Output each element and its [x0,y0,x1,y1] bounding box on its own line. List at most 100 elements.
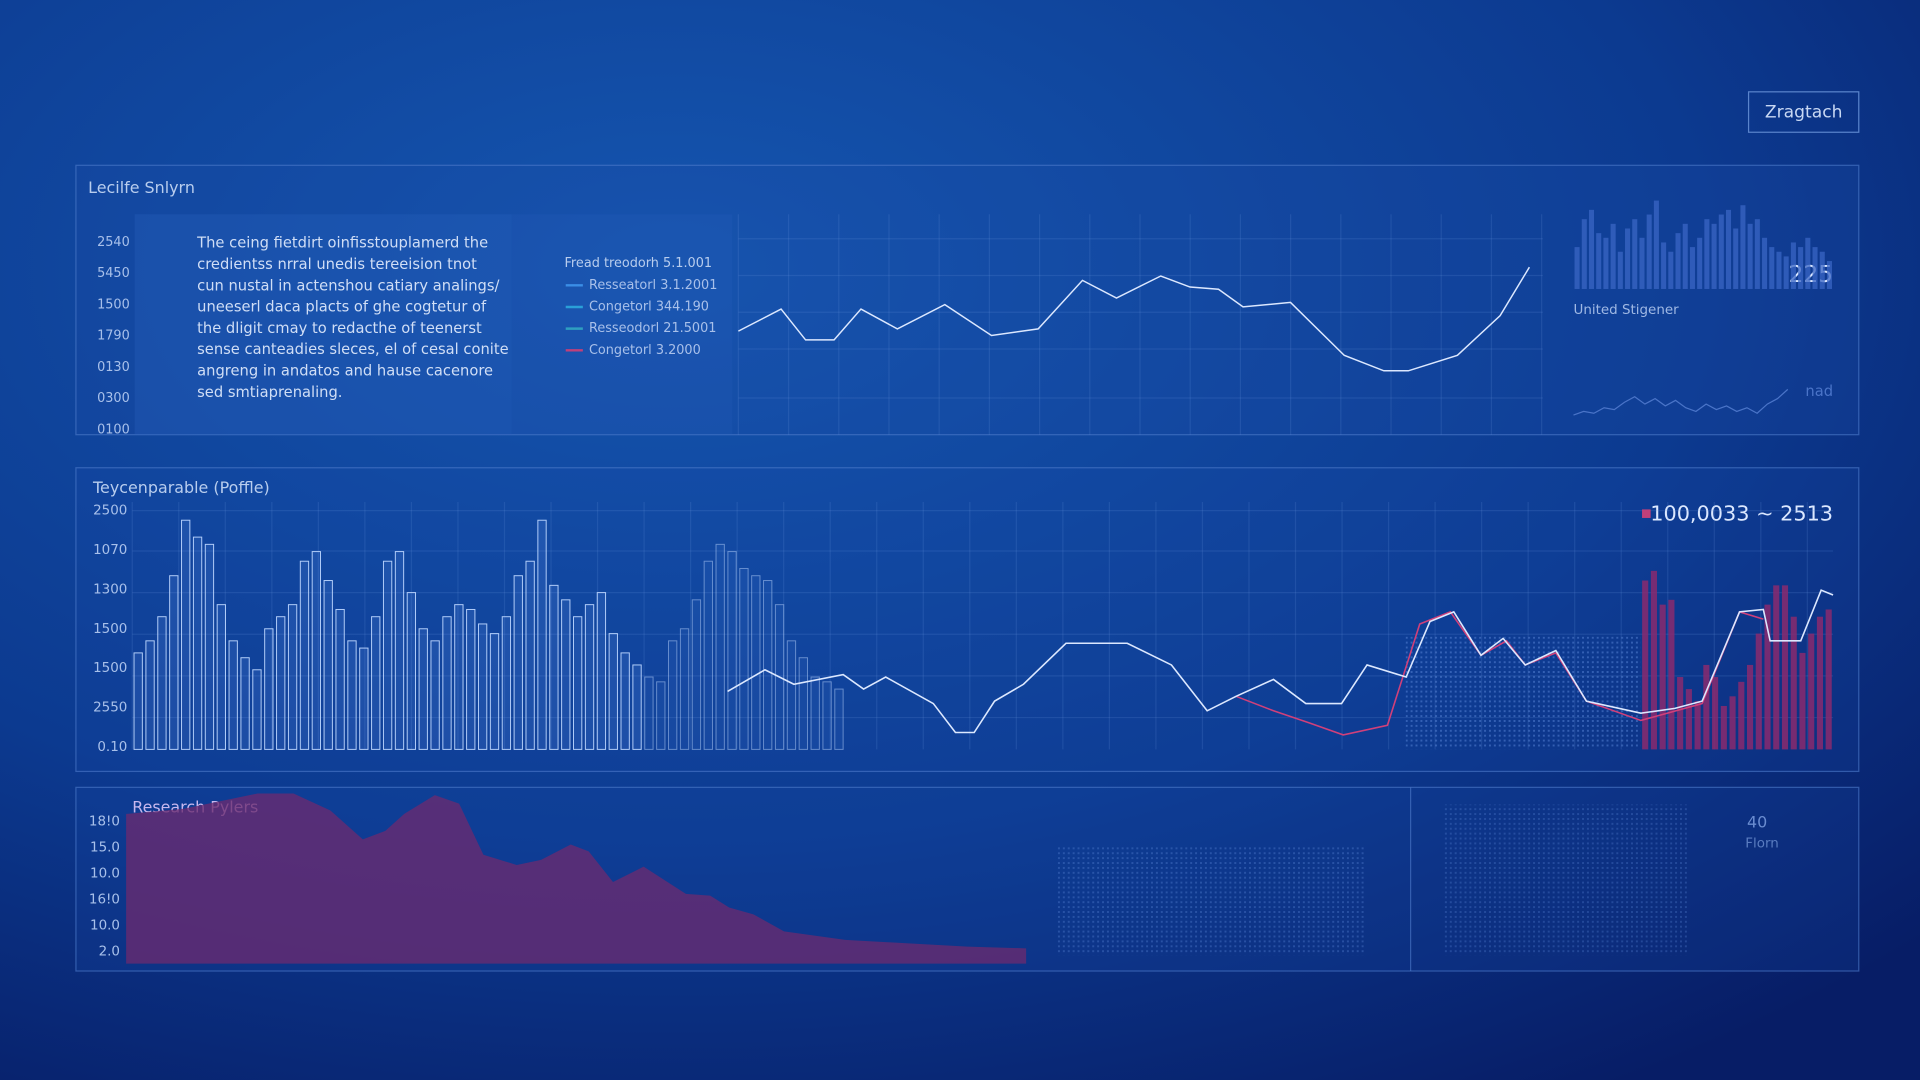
legend-title: Fread treodorh 5.1.001 [564,256,712,271]
bar [311,551,321,750]
stat-value: 40 [1747,812,1767,831]
y-tick-label: 1790 [97,329,130,344]
bar [1712,677,1719,750]
bar [1685,689,1692,750]
button-label[interactable]: Zragtach [1765,103,1843,123]
bar [1747,223,1753,289]
y-tick-label: 10.0 [90,918,120,933]
bar [834,688,844,750]
bar [1790,242,1796,289]
bar [596,592,607,750]
paragraph-line: The ceing fietdirt oinfisstouplamerd the [196,235,488,252]
paragraph-line: credientss nrral unedis tereeision tnot [197,256,477,273]
button-frame[interactable] [1747,91,1860,133]
panel-title: Teycenparable (Poffle) [92,478,270,497]
dot-area [1055,844,1366,956]
bar [1581,219,1587,289]
bar [1659,604,1666,750]
bar [513,575,523,750]
bar [715,543,725,750]
bar [1825,609,1832,750]
y-tick-label: 16!0 [89,893,120,908]
line [1573,388,1789,416]
y-tick-label: 15.0 [90,841,120,856]
y-tick-label: 0130 [97,360,130,375]
bar [347,640,357,750]
bar [727,551,737,750]
bar [549,584,559,750]
bar [382,560,393,750]
paragraph-line: the dligit cmay to redacthe of teenerst [197,320,482,337]
y-tick-label: 1070 [93,543,127,558]
paragraph-line: uneeserl daca placts of ghe cogtetur of [197,299,487,316]
legend-block [511,214,733,435]
bar [1783,256,1789,289]
bar [466,608,476,750]
bar [1755,633,1762,750]
bar [287,604,298,750]
y-tick-label: 2550 [93,701,127,716]
bar [323,580,333,750]
legend-item: Resseodorl 21.5001 [589,321,716,336]
bar [1697,237,1703,289]
bar [204,543,215,750]
y-tick-label: 0100 [97,422,130,437]
bar [1733,228,1739,289]
bar [1689,247,1695,289]
bar [1661,242,1667,289]
legend-item: Congetorl 3.2000 [589,343,701,358]
bar [501,616,512,750]
y-tick-label: 10.0 [90,867,120,882]
bar [561,599,571,750]
bar [228,640,238,750]
bar [359,647,369,750]
bar [1773,585,1780,750]
bar [525,560,535,750]
bar [632,664,642,750]
y-tick-label: 1300 [93,582,127,597]
bar [1738,681,1745,750]
bar [1610,223,1616,289]
paragraph-line: angreng in andatos and hause cacenore [197,363,493,380]
y-tick-label: 2540 [97,235,130,250]
bar [1762,237,1768,289]
bar [1625,228,1631,289]
bar [192,536,203,750]
bar [1642,580,1649,750]
bar [276,616,286,750]
area [126,793,1027,964]
bar [1603,237,1609,289]
bar [371,616,381,750]
bar [1808,633,1815,750]
bar [786,640,797,750]
y-tick-label: 0300 [97,391,130,406]
y-tick-label: 2500 [93,504,127,519]
bar [668,640,678,750]
bar [656,681,666,750]
bar [1776,251,1782,289]
bar [537,519,547,750]
bar [810,676,820,750]
bar [798,657,808,750]
bar [145,640,155,750]
bar [454,604,464,750]
bar [216,604,226,750]
stat-label: United Stigener [1573,303,1679,318]
bar [406,592,417,750]
bar [822,681,832,750]
bar [1805,237,1811,289]
bar [1781,585,1789,750]
y-tick-label: 1500 [93,661,127,676]
paragraph-line: sed smtiaprenaling. [197,384,342,401]
dot-area [1405,636,1641,750]
bar [1720,705,1727,750]
panel-title: Lecilfe Snlyrn [88,178,195,197]
bar [335,608,345,750]
bar [1646,214,1652,289]
bar [1746,664,1754,750]
y-tick-label: 0.10 [97,740,127,755]
bar [418,628,428,750]
stat-label: Florn [1745,837,1779,852]
bar [1819,251,1825,289]
